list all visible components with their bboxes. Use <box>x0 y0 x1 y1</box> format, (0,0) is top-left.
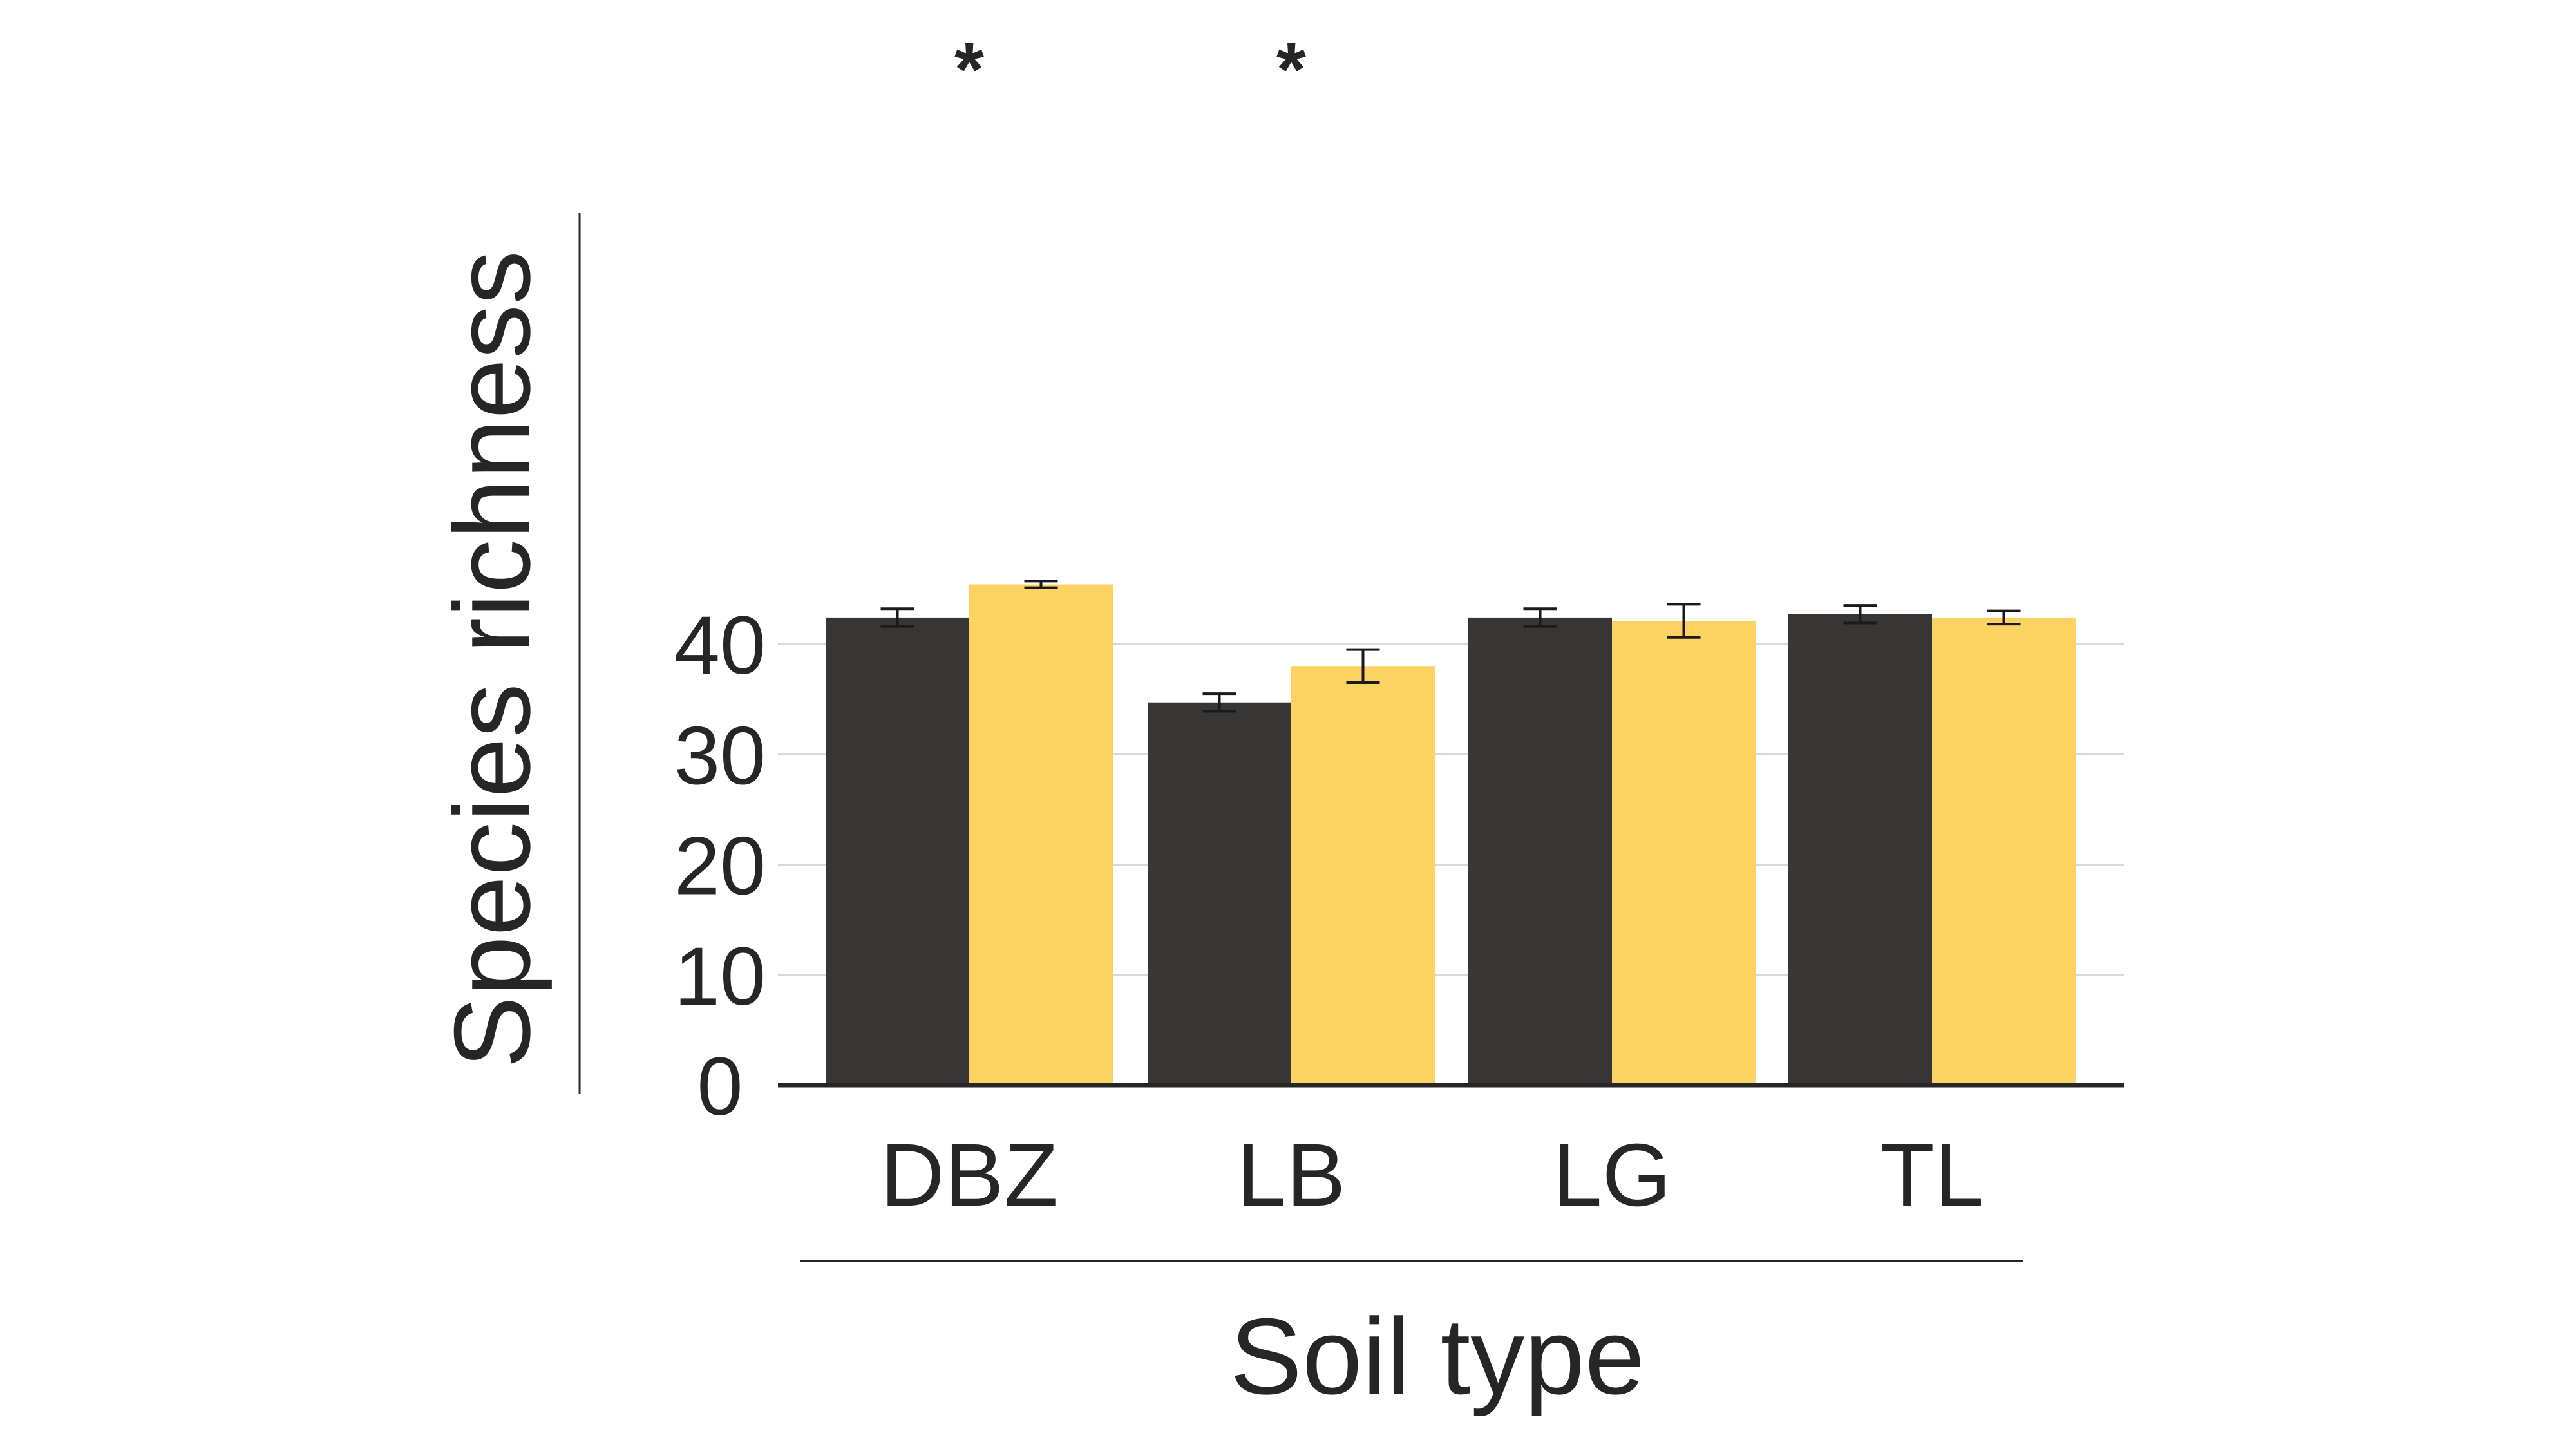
error-bar-dbz-series-2 <box>1024 580 1058 589</box>
y-tick-label-30: 30 <box>674 710 766 802</box>
x-tick-label-lb: LB <box>1237 1126 1346 1225</box>
bar-lg-series-1 <box>1468 617 1612 1085</box>
y-tick-label-40: 40 <box>674 600 766 692</box>
error-bar-lg-series-2 <box>1667 603 1701 639</box>
error-bar-tl-series-1 <box>1843 604 1877 625</box>
y-tick-labels: 0 10 20 30 40 <box>674 600 766 1133</box>
bar-tl-series-2 <box>1932 617 2076 1085</box>
x-tick-label-tl: TL <box>1880 1126 1984 1225</box>
significance-marker-dbz: * <box>954 27 984 112</box>
error-bar-lg-series-1 <box>1523 607 1557 628</box>
x-axis-title: Soil type <box>1230 1296 1645 1417</box>
significance-markers: * * <box>954 27 1306 112</box>
y-tick-label-20: 20 <box>674 820 766 913</box>
significance-marker-lb: * <box>1276 27 1306 112</box>
bar-lb-series-2 <box>1291 666 1435 1085</box>
error-bars <box>880 580 2021 713</box>
x-tick-labels: DBZ LB LG TL <box>880 1126 1984 1225</box>
error-bar-lb-series-1 <box>1202 692 1236 713</box>
x-tick-label-lg: LG <box>1553 1126 1671 1225</box>
x-tick-label-dbz: DBZ <box>880 1126 1058 1225</box>
bar-tl-series-1 <box>1788 614 1932 1085</box>
error-bar-tl-series-2 <box>1987 609 2021 626</box>
error-bar-dbz-series-1 <box>880 607 914 628</box>
bar-dbz-series-1 <box>826 617 969 1085</box>
bars <box>826 584 2076 1085</box>
error-bar-lb-series-2 <box>1346 648 1380 684</box>
bar-dbz-series-2 <box>969 584 1113 1085</box>
bar-lb-series-1 <box>1148 702 1291 1085</box>
y-tick-label-0: 0 <box>697 1041 743 1133</box>
y-tick-label-10: 10 <box>674 931 766 1023</box>
bar-lg-series-2 <box>1612 621 1756 1085</box>
y-axis-title: Species richness <box>431 251 553 1068</box>
